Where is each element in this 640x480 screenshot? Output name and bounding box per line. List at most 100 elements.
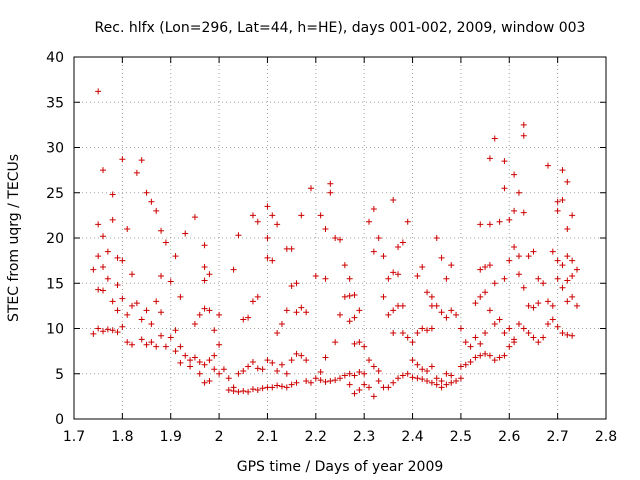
data-point	[385, 275, 392, 282]
data-point	[351, 390, 358, 397]
data-point	[269, 257, 276, 264]
data-point	[496, 218, 503, 225]
data-point	[278, 361, 285, 368]
data-point	[187, 363, 194, 370]
data-point	[554, 323, 561, 330]
data-point	[196, 311, 203, 318]
data-point	[414, 375, 421, 382]
grid-lines	[74, 57, 606, 419]
data-point	[249, 386, 256, 393]
data-point	[530, 248, 537, 255]
data-point	[457, 363, 464, 370]
data-point	[496, 316, 503, 323]
data-point	[424, 368, 431, 375]
y-tick-label: 40	[46, 50, 64, 66]
data-point	[322, 225, 329, 232]
data-point	[114, 282, 121, 289]
data-point	[375, 368, 382, 375]
data-point	[245, 363, 252, 370]
data-point	[409, 339, 416, 346]
data-point	[274, 221, 281, 228]
data-point	[477, 221, 484, 228]
data-point	[240, 316, 247, 323]
x-tick-label: 1.7	[63, 429, 85, 445]
data-point	[356, 368, 363, 375]
data-point	[370, 248, 377, 255]
data-point	[511, 207, 518, 214]
data-point	[264, 203, 271, 210]
data-point	[448, 307, 455, 314]
data-point	[385, 384, 392, 391]
data-point	[312, 273, 319, 280]
data-point	[293, 379, 300, 386]
data-point	[216, 311, 223, 318]
data-point	[109, 298, 116, 305]
data-point	[332, 377, 339, 384]
data-point	[472, 334, 479, 341]
data-point	[549, 316, 556, 323]
data-point	[167, 278, 174, 285]
data-point	[119, 295, 126, 302]
data-point	[95, 286, 102, 293]
data-point	[235, 232, 242, 239]
data-point	[269, 212, 276, 219]
data-point	[158, 227, 165, 234]
data-point	[90, 266, 97, 273]
data-point	[148, 198, 155, 205]
data-point	[351, 340, 358, 347]
data-point	[564, 331, 571, 338]
data-point	[148, 320, 155, 327]
data-point	[525, 330, 532, 337]
data-point	[482, 263, 489, 270]
data-point	[100, 233, 107, 240]
data-point	[544, 320, 551, 327]
data-point	[235, 370, 242, 377]
data-point	[182, 352, 189, 359]
data-point	[375, 377, 382, 384]
data-point	[457, 325, 464, 332]
data-point	[443, 370, 450, 377]
data-point	[346, 275, 353, 282]
data-point	[109, 216, 116, 223]
data-point	[143, 307, 150, 314]
data-point	[245, 388, 252, 395]
data-point	[158, 273, 165, 280]
data-point	[259, 366, 266, 373]
data-point	[249, 358, 256, 365]
data-point	[346, 318, 353, 325]
data-point	[332, 339, 339, 346]
data-point	[278, 320, 285, 327]
data-point	[327, 377, 334, 384]
data-point	[390, 269, 397, 276]
data-point	[559, 196, 566, 203]
data-point	[322, 378, 329, 385]
data-point	[424, 377, 431, 384]
data-point	[191, 320, 198, 327]
chart-title: Rec. hlfx (Lon=296, Lat=44, h=HE), days …	[95, 20, 586, 36]
data-point	[390, 196, 397, 203]
data-point	[124, 311, 131, 318]
data-point	[225, 375, 232, 382]
data-point	[438, 309, 445, 316]
data-point	[216, 341, 223, 348]
data-point	[356, 339, 363, 346]
data-point	[264, 235, 271, 241]
data-point	[327, 180, 334, 187]
data-point	[361, 381, 368, 388]
data-point	[515, 189, 522, 196]
data-point	[278, 383, 285, 390]
data-point	[409, 357, 416, 364]
data-point	[158, 309, 165, 316]
data-point	[438, 254, 445, 261]
data-point	[254, 387, 261, 394]
data-point	[540, 280, 547, 287]
x-tick-label: 1.9	[160, 429, 182, 445]
data-point	[95, 88, 102, 95]
data-point	[361, 343, 368, 350]
data-point	[520, 209, 527, 216]
data-point	[100, 167, 107, 174]
data-point	[501, 158, 508, 165]
data-point	[177, 343, 184, 350]
x-tick-label: 2	[215, 429, 224, 445]
data-point	[167, 334, 174, 341]
